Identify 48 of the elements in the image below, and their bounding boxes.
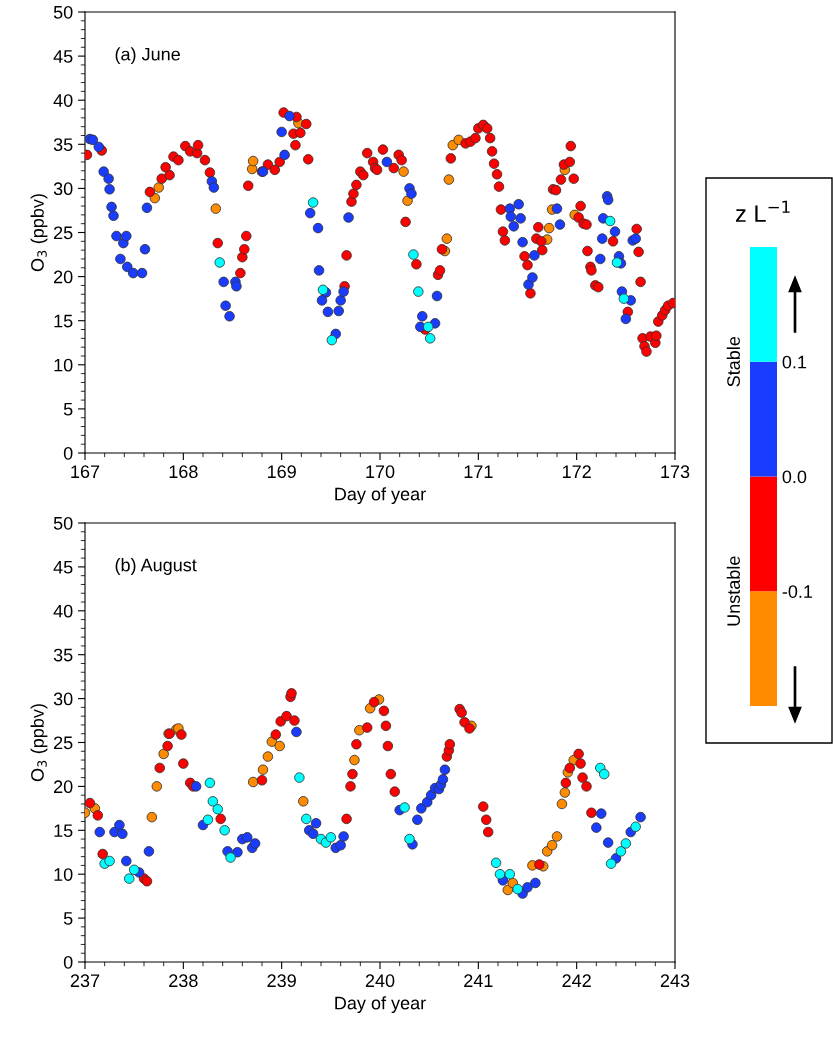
color-bar-label: 0.0 bbox=[782, 470, 807, 484]
x-tick-label: 241 bbox=[464, 974, 493, 987]
y-tick-label: 25 bbox=[54, 736, 73, 750]
y-tick-label: 5 bbox=[63, 403, 73, 416]
y-axis-title: O$_{3}$ (ppbv) bbox=[30, 194, 48, 272]
x-tick-label: 237 bbox=[70, 974, 100, 988]
x-tick-label: 239 bbox=[267, 974, 296, 988]
color-bar-label: 0.1 bbox=[782, 355, 807, 369]
y-tick-label: 35 bbox=[53, 648, 73, 662]
x-axis-title: Day of year bbox=[335, 487, 426, 505]
y-tick-label: 35 bbox=[53, 138, 73, 152]
y-tick-label: 15 bbox=[54, 824, 73, 838]
text: (b) August bbox=[115, 558, 197, 575]
x-tick-label: 240 bbox=[365, 974, 395, 988]
y-tick-label: 10 bbox=[54, 358, 73, 372]
y-tick-label: 20 bbox=[54, 780, 73, 794]
y-tick-label: 30 bbox=[53, 182, 73, 196]
color-bar-title: z L$^{−1}$ bbox=[736, 200, 790, 222]
y-tick-label: 0 bbox=[63, 955, 73, 969]
y-tick-label: 30 bbox=[53, 692, 73, 706]
x-axis-title: Day of year bbox=[335, 996, 426, 1014]
y-tick-label: 45 bbox=[53, 50, 73, 63]
y-axis-title: O$_{3}$ (ppbv) bbox=[30, 704, 48, 782]
x-tick-label: 167 bbox=[71, 465, 100, 479]
y-tick-label: 20 bbox=[54, 270, 73, 284]
y-tick-label: 45 bbox=[53, 561, 73, 574]
y-tick-label: 15 bbox=[54, 314, 73, 328]
x-tick-label: 170 bbox=[366, 465, 395, 479]
text: Stable bbox=[726, 336, 740, 387]
x-tick-label: 169 bbox=[267, 465, 296, 479]
x-tick-label: 238 bbox=[169, 974, 198, 988]
x-tick-label: 168 bbox=[169, 465, 198, 479]
y-tick-label: 50 bbox=[53, 5, 73, 19]
x-tick-label: 242 bbox=[562, 974, 591, 987]
y-tick-label: 50 bbox=[53, 516, 73, 530]
y-tick-label: 0 bbox=[63, 446, 73, 460]
y-tick-label: 10 bbox=[54, 868, 73, 881]
text: (a) June bbox=[115, 47, 180, 65]
x-tick-label: 173 bbox=[661, 465, 690, 479]
x-tick-label: 171 bbox=[464, 465, 493, 478]
y-tick-label: 40 bbox=[53, 604, 73, 618]
x-tick-label: 172 bbox=[562, 465, 591, 478]
text: Unstable bbox=[726, 556, 740, 626]
color-bar-label: -0.1 bbox=[782, 585, 813, 598]
y-tick-label: 25 bbox=[54, 226, 73, 240]
y-tick-label: 5 bbox=[63, 912, 73, 925]
y-tick-label: 40 bbox=[53, 94, 73, 107]
x-tick-label: 243 bbox=[660, 974, 690, 988]
